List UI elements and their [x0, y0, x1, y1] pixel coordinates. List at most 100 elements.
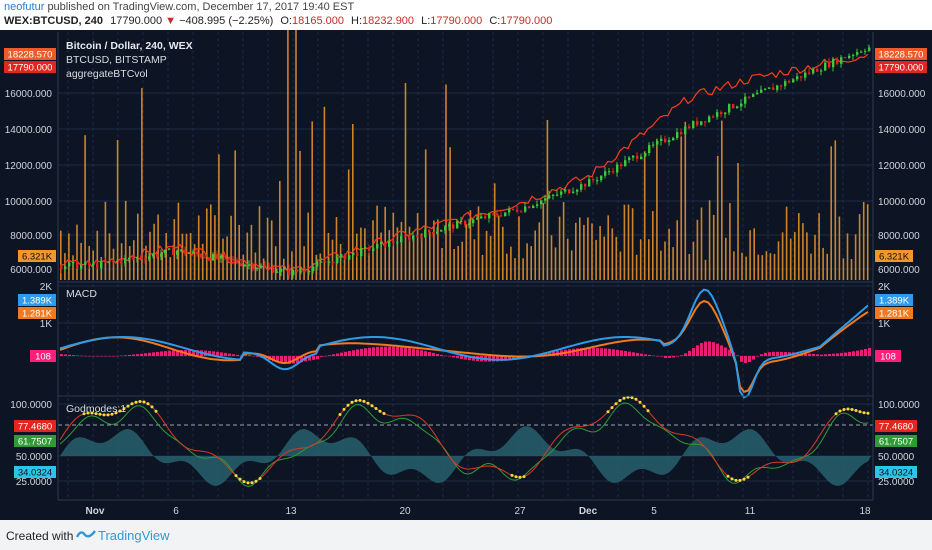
volume-bar [108, 233, 111, 280]
candle-body [800, 76, 803, 78]
volume-bar [80, 242, 82, 280]
osc-extreme-dot [342, 407, 346, 411]
volume-bar [542, 203, 545, 280]
volume-bar [303, 246, 305, 280]
macd-histogram-bar [740, 356, 743, 362]
volume-bar [846, 233, 849, 280]
volume-bar [741, 252, 743, 280]
volume-bar [680, 136, 682, 280]
chart-area[interactable]: Bitcoin / Dollar, 240, WEX BTCUSD, BITST… [0, 30, 932, 520]
candle-body [76, 261, 79, 269]
volume-bar [753, 228, 755, 280]
low-label: L: [421, 15, 431, 27]
osc-extreme-dot [338, 413, 342, 416]
volume-bar [124, 200, 127, 280]
volume-bar [550, 235, 553, 280]
candle-body [592, 179, 595, 181]
macd-histogram-bar [620, 350, 623, 356]
time-tick: 11 [745, 506, 756, 517]
macd-histogram-bar [576, 348, 579, 356]
osc-extreme-dot [86, 411, 90, 415]
volume-bar [388, 230, 391, 280]
candle-body [108, 261, 111, 263]
candle-body [688, 126, 691, 128]
volume-bar [599, 226, 601, 280]
macd-histogram-bar [372, 347, 375, 356]
macd-histogram-bar [764, 352, 767, 356]
macd-histogram-bar [356, 349, 359, 356]
macd-histogram-bar [584, 347, 587, 356]
candle-body [488, 213, 491, 219]
volume-bar [761, 255, 764, 280]
chart-svg[interactable]: Bitcoin / Dollar, 240, WEX BTCUSD, BITST… [0, 30, 932, 520]
macd-histogram-bar [96, 356, 99, 357]
macd-histogram-bar [308, 356, 311, 361]
macd-histogram-bar [504, 356, 507, 361]
osc-extreme-dot [610, 406, 614, 410]
candle-body [476, 218, 479, 220]
volume-bar [721, 120, 723, 280]
volume-bar [656, 139, 658, 280]
osc-extreme-dot [850, 408, 854, 411]
candle-body [304, 270, 307, 272]
candle-body [492, 213, 495, 215]
candle-body [784, 81, 787, 87]
candle-body [452, 224, 455, 229]
time-tick: 20 [399, 506, 411, 517]
volume-bar [777, 241, 780, 280]
macd-histogram-bar [596, 348, 599, 356]
time-tick: 5 [651, 506, 657, 517]
macd-badge-bg [18, 294, 56, 306]
candle-body [648, 145, 651, 153]
osc-extreme-dot [238, 477, 242, 481]
candle-body [764, 88, 767, 90]
volume-bar [587, 217, 589, 280]
macd-histogram-bar [340, 352, 343, 356]
candle-body [112, 261, 115, 263]
candle-body [212, 254, 215, 261]
volume-bar [725, 237, 727, 280]
macd-histogram-bar [448, 356, 451, 357]
candle-body [792, 79, 795, 83]
candle-body [540, 200, 543, 205]
author-link[interactable]: neofutur [4, 1, 45, 13]
volume-bar [708, 200, 711, 280]
candle-body [680, 132, 683, 135]
macd-histogram-bar [728, 349, 731, 356]
candle-body [412, 235, 415, 240]
macd-histogram-bar [588, 347, 591, 356]
tradingview-link[interactable]: TradingView [98, 528, 170, 543]
volume-bar [546, 120, 549, 280]
macd-histogram-bar [428, 352, 431, 356]
volume-bar [287, 30, 289, 280]
volume-bar [789, 238, 792, 280]
volume-bar [554, 247, 557, 280]
volume-bar [757, 254, 760, 280]
candle-body [552, 194, 555, 196]
candle-body [676, 132, 679, 138]
candle-body [204, 257, 207, 259]
candle-body [620, 164, 623, 167]
candle-body [660, 138, 663, 141]
candle-body [80, 264, 83, 269]
macd-histogram-bar [816, 354, 819, 356]
candle-body [232, 259, 235, 261]
volume-bar [165, 233, 167, 280]
volume-bar [246, 232, 249, 280]
volume-bar [226, 236, 228, 280]
candle-body [580, 184, 583, 190]
candle-body [192, 251, 195, 253]
macd-histogram-bar [148, 352, 151, 356]
candle-body [712, 116, 715, 118]
volume-bar [660, 250, 662, 280]
volume-bar [380, 232, 382, 280]
time-tick: 27 [514, 506, 526, 517]
candle-body [480, 216, 483, 219]
macd-histogram-bar [116, 355, 119, 357]
volume-bar [773, 253, 776, 280]
candle-body [420, 235, 423, 238]
candle-body [404, 236, 407, 238]
volume-bar [335, 217, 338, 280]
macd-pane [59, 288, 871, 399]
osc-extreme-dot [842, 408, 846, 411]
